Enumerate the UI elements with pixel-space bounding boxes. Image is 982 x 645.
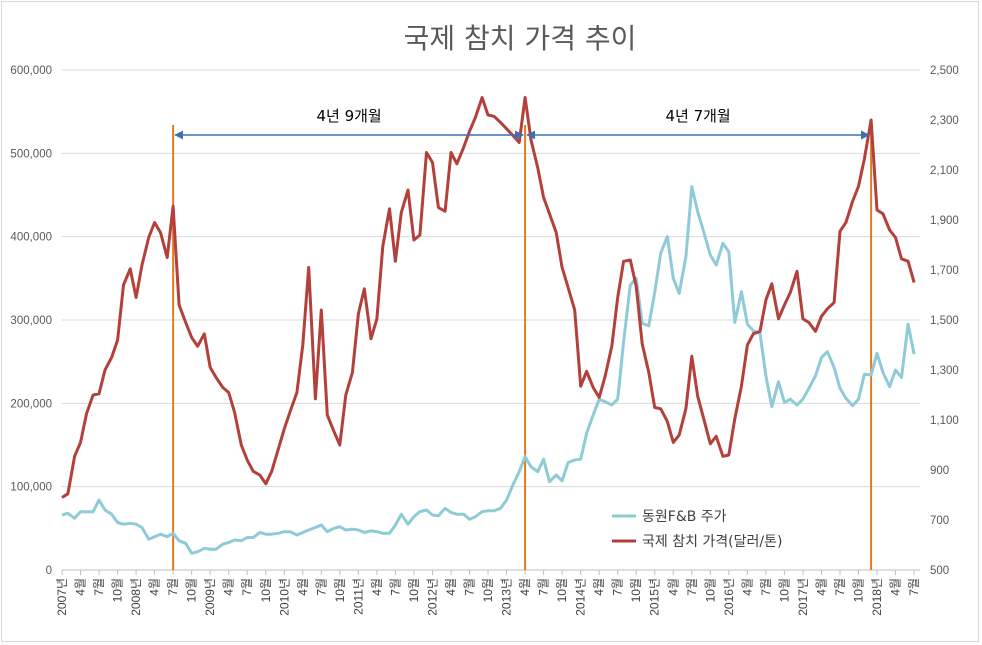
x-tick-label: 7월	[907, 578, 921, 596]
x-tick-label: 10월	[555, 578, 569, 602]
x-tick-label: 7월	[463, 578, 477, 596]
axis-ticks: 0 100,000 200,000 300,000 400,000 500,000 600,…	[10, 65, 958, 616]
x-tick-label: 4월	[814, 578, 828, 596]
y-left-tick-label: 600,000	[10, 65, 52, 77]
x-tick-label: 4월	[518, 578, 532, 596]
x-tick-label: 2011년	[351, 578, 365, 615]
y-right-tick-label: 700	[930, 515, 949, 527]
y-right-tick-label: 1,100	[930, 415, 959, 427]
event-markers	[172, 125, 873, 570]
x-tick-label: 2015년	[648, 578, 662, 616]
x-tick-label: 2008년	[129, 578, 143, 616]
series-line-stock	[61, 185, 916, 555]
x-tick-label: 4월	[889, 578, 903, 596]
x-tick-label: 4월	[296, 578, 310, 596]
x-tick-label: 10월	[852, 578, 866, 602]
x-tick-label: 10월	[629, 578, 643, 602]
legend-label: 동원F&B 주가	[642, 509, 727, 525]
x-tick-label: 2009년	[203, 578, 217, 616]
y-right-tick-label: 1,900	[930, 215, 959, 227]
y-right-tick-label: 1,700	[930, 265, 959, 277]
x-tick-label: 4월	[592, 578, 606, 596]
x-tick-label: 7월	[388, 578, 402, 596]
annotations: 4년 9개월 4년 7개월	[174, 107, 870, 140]
y-left-tick-label: 300,000	[10, 315, 52, 327]
x-tick-label: 4월	[148, 578, 162, 596]
x-tick-label: 7월	[685, 578, 699, 596]
x-tick-label: 7월	[92, 578, 106, 596]
y-left-tick-label: 0	[46, 565, 52, 577]
y-left-tick-label: 500,000	[10, 148, 52, 160]
x-tick-label: 2010년	[277, 578, 291, 616]
y-right-tick-label: 500	[930, 565, 949, 577]
x-tick-label: 4월	[222, 578, 236, 596]
grid-lines	[62, 69, 920, 571]
x-tick-label: 4월	[370, 578, 384, 596]
x-tick-label: 10월	[185, 578, 199, 602]
x-tick-label: 10월	[259, 578, 273, 602]
x-tick-label: 7월	[759, 578, 773, 596]
x-tick-label: 2013년	[500, 578, 514, 616]
chart-title: 국제 참치 가격 추이	[404, 22, 637, 55]
y-left-tick-label: 400,000	[10, 232, 52, 244]
y-right-tick-label: 1,500	[930, 315, 959, 327]
interval-label: 4년 9개월	[316, 107, 381, 125]
x-tick-label: 4월	[740, 578, 754, 596]
y-left-tick-label: 200,000	[10, 398, 52, 410]
x-tick-label: 10월	[481, 578, 495, 602]
y-right-tick-label: 2,300	[930, 115, 959, 127]
y-right-tick-label: 900	[930, 465, 949, 477]
x-tick-label: 2007년	[55, 578, 69, 616]
x-tick-label: 2017년	[796, 578, 810, 616]
x-tick-label: 2016년	[722, 578, 736, 616]
x-tick-label: 10월	[407, 578, 421, 602]
x-tick-label: 7월	[314, 578, 328, 596]
x-tick-label: 2014년	[574, 578, 588, 616]
x-tick-label: 4월	[666, 578, 680, 596]
x-tick-label: 7월	[240, 578, 254, 596]
y-right-tick-label: 2,100	[930, 165, 959, 177]
x-tick-label: 10월	[777, 578, 791, 602]
x-tick-label: 10월	[111, 578, 125, 602]
y-left-tick-label: 100,000	[10, 482, 52, 494]
legend-label: 국제 참치 가격(달러/톤)	[642, 534, 782, 550]
y-right-tick-label: 2,500	[930, 65, 959, 77]
series-group	[61, 96, 916, 555]
y-right-tick-label: 1,300	[930, 365, 959, 377]
x-tick-label: 7월	[166, 578, 180, 596]
interval-label: 4년 7개월	[665, 107, 730, 125]
x-tick-label: 2012년	[425, 578, 439, 616]
x-tick-label: 10월	[703, 578, 717, 602]
x-tick-label: 4월	[74, 578, 88, 596]
x-tick-label: 7월	[611, 578, 625, 596]
x-tick-label: 7월	[537, 578, 551, 596]
x-tick-label: 4월	[444, 578, 458, 596]
x-tick-label: 10월	[333, 578, 347, 602]
x-tick-label: 2018년	[870, 578, 884, 616]
series-line-tuna	[61, 96, 916, 499]
x-tick-label: 7월	[833, 578, 847, 596]
